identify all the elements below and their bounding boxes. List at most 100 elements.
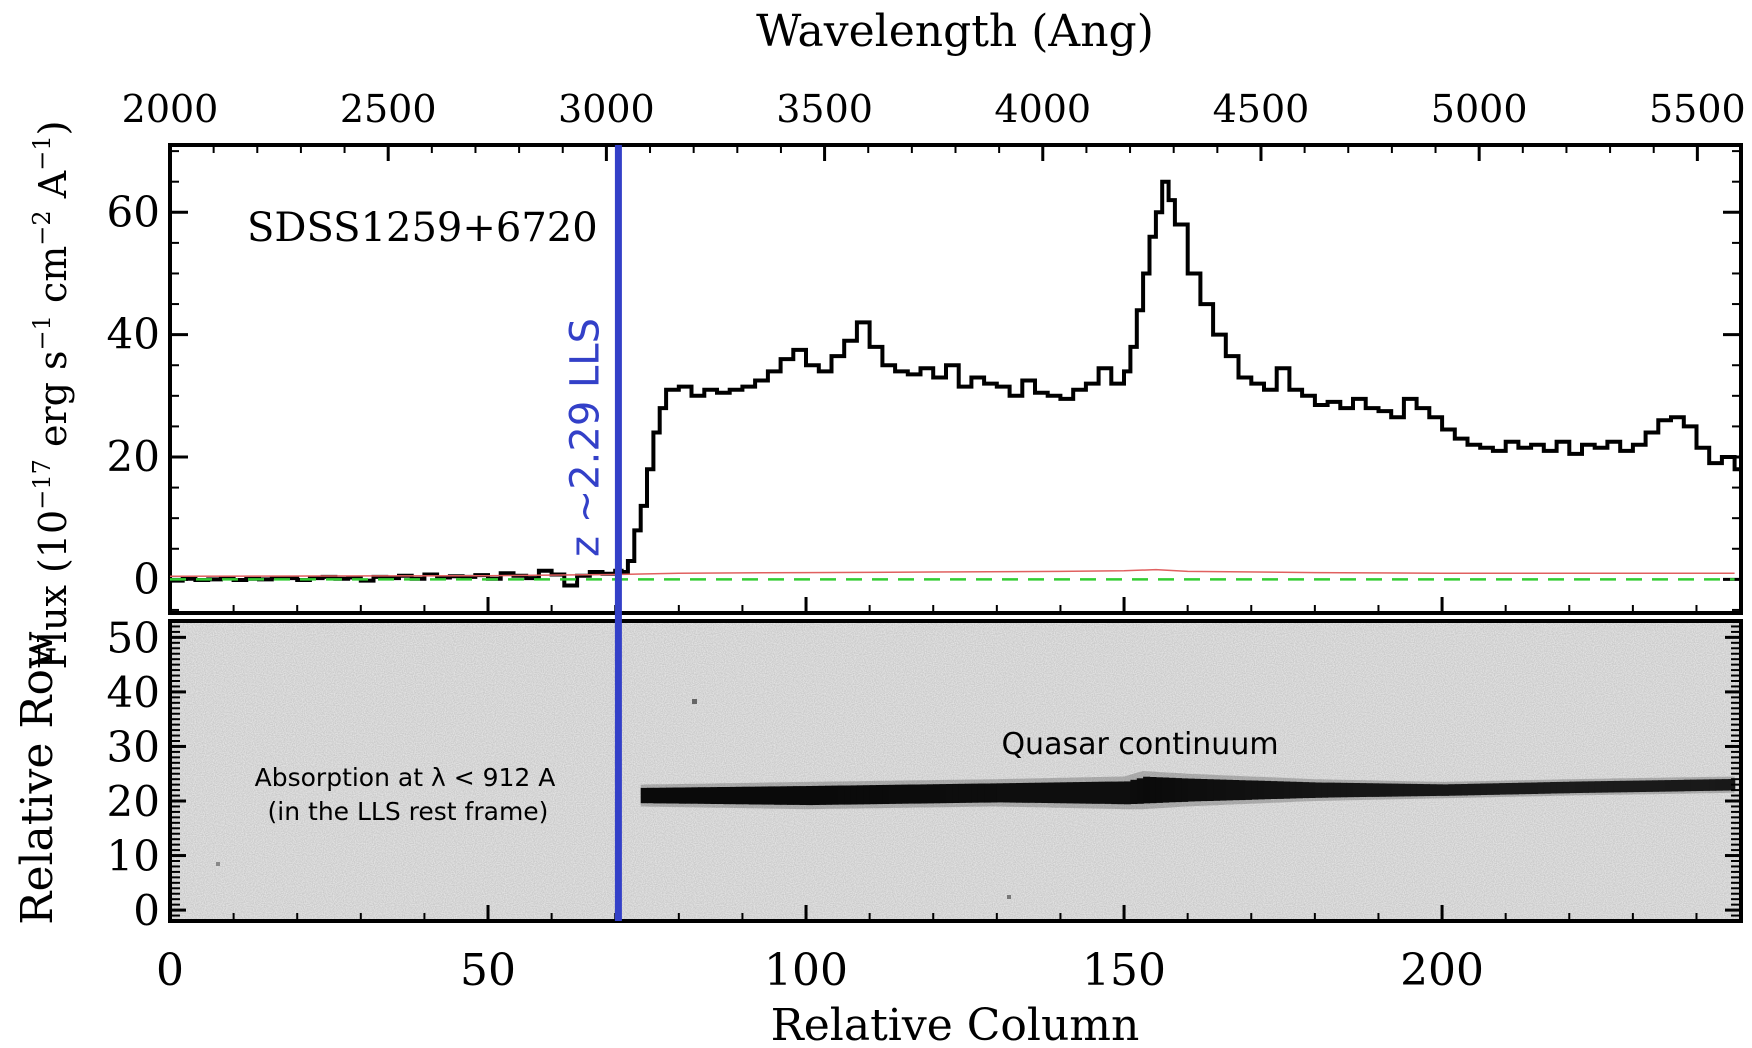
trace-segment bbox=[1709, 779, 1717, 791]
trace-segment bbox=[869, 785, 877, 805]
trace-segment bbox=[895, 784, 903, 804]
trace-segment bbox=[1283, 781, 1291, 799]
spectrum-y-tick-label: 40 bbox=[107, 310, 160, 359]
trace-segment bbox=[659, 787, 667, 804]
trace-segment bbox=[1690, 779, 1698, 792]
trace-segment bbox=[1632, 780, 1640, 793]
trace-segment bbox=[1512, 782, 1519, 795]
trace-segment bbox=[1028, 782, 1036, 803]
trace-segment bbox=[1664, 780, 1672, 792]
trace-segment bbox=[1003, 783, 1011, 803]
trace-segment bbox=[1569, 781, 1577, 794]
error-line bbox=[169, 568, 1735, 578]
quasar-trace bbox=[640, 771, 1736, 810]
trace-segment bbox=[1015, 783, 1023, 803]
trace-segment bbox=[1346, 782, 1354, 798]
trace-segment bbox=[1454, 784, 1462, 796]
top-tick-label: 3000 bbox=[558, 87, 655, 131]
trace-segment bbox=[1423, 784, 1430, 797]
trace-segment bbox=[1124, 781, 1131, 805]
trace-segment bbox=[748, 786, 756, 805]
trace-segment bbox=[1537, 782, 1545, 794]
trace-segment bbox=[1085, 781, 1093, 804]
trace-segment bbox=[1620, 780, 1628, 793]
trace-segment bbox=[1225, 779, 1233, 801]
trace-segment bbox=[1365, 783, 1373, 797]
trace-segment bbox=[1295, 781, 1303, 799]
top-axis-ticks: 2000 2500 3000 3500 4000 4500 5000 5500 bbox=[122, 87, 1746, 161]
trace-segment bbox=[1372, 783, 1380, 797]
image-y-tick-label: 0 bbox=[133, 886, 160, 935]
spectrum-panel: 0 20 40 60 SDSS1259+6720 bbox=[107, 143, 1743, 615]
trace-segment bbox=[1009, 783, 1017, 803]
trace-segment bbox=[755, 786, 763, 805]
trace-segment bbox=[1601, 781, 1609, 793]
trace-segment bbox=[1607, 781, 1615, 793]
trace-segment bbox=[1206, 779, 1214, 801]
trace-segment bbox=[977, 783, 985, 803]
trace-segment bbox=[946, 784, 953, 804]
bottom-axis-title: Relative Column bbox=[771, 1000, 1140, 1048]
trace-segment bbox=[1518, 782, 1526, 795]
trace-segment bbox=[717, 787, 724, 804]
image-noise bbox=[170, 621, 1741, 921]
trace-segment bbox=[1047, 782, 1055, 804]
trace-segment bbox=[1333, 782, 1341, 798]
trace-segment bbox=[914, 784, 922, 804]
top-tick-label: 2000 bbox=[122, 87, 219, 131]
top-tick-label: 3500 bbox=[776, 87, 873, 131]
trace-segment bbox=[729, 786, 737, 805]
trace-segment bbox=[1562, 781, 1570, 794]
trace-segment bbox=[1652, 780, 1659, 792]
absorption-annotation-line1: Absorption at λ < 912 A bbox=[255, 763, 556, 792]
trace-segment bbox=[920, 784, 928, 804]
trace-segment bbox=[1435, 784, 1443, 796]
trace-segment bbox=[1035, 782, 1042, 803]
trace-segment bbox=[1467, 783, 1475, 796]
trace-segment bbox=[1264, 780, 1271, 800]
spectrum-y-tick-label: 0 bbox=[133, 554, 160, 603]
trace-segment bbox=[1143, 776, 1151, 804]
trace-segment bbox=[1594, 781, 1602, 793]
image-y-tick-label: 40 bbox=[107, 668, 160, 717]
quasar-continuum-annotation: Quasar continuum bbox=[1001, 727, 1278, 762]
bottom-axis-ticks: 0 50 100 150 200 bbox=[156, 597, 1698, 996]
trace-segment bbox=[863, 785, 871, 805]
trace-segment bbox=[704, 787, 712, 804]
trace-segment bbox=[1162, 777, 1170, 803]
bottom-tick-label: 200 bbox=[1400, 945, 1484, 996]
trace-segment bbox=[907, 784, 915, 804]
trace-segment bbox=[1257, 780, 1265, 800]
trace-segment bbox=[1715, 779, 1723, 791]
trace-segment bbox=[1168, 777, 1176, 803]
trace-segment bbox=[1251, 780, 1259, 800]
trace-segment bbox=[666, 787, 674, 804]
trace-segment bbox=[793, 786, 801, 805]
trace-segment bbox=[1397, 783, 1405, 797]
trace-segment bbox=[1410, 783, 1418, 797]
trace-segment bbox=[1302, 782, 1310, 799]
trace-segment bbox=[1276, 781, 1284, 799]
image-panel: 0 10 20 30 40 50 Absorption at λ < 912 A (in … bbox=[107, 613, 1743, 935]
trace-segment bbox=[672, 787, 680, 804]
trace-segment bbox=[1702, 779, 1710, 791]
trace-segment bbox=[1098, 781, 1106, 804]
trace-segment bbox=[678, 787, 686, 804]
bottom-tick-label: 150 bbox=[1082, 945, 1166, 996]
trace-segment bbox=[1582, 781, 1589, 793]
trace-segment bbox=[996, 783, 1004, 803]
trace-segment bbox=[1194, 778, 1201, 802]
trace-segment bbox=[1683, 779, 1691, 792]
lls-marker-label: z ~2.29 LLS bbox=[562, 318, 608, 557]
trace-segment bbox=[1556, 781, 1564, 794]
trace-segment bbox=[1054, 782, 1062, 804]
trace-segment bbox=[1416, 784, 1424, 797]
trace-segment bbox=[761, 786, 769, 805]
trace-segment bbox=[1473, 783, 1481, 796]
trace-segment bbox=[1213, 779, 1221, 801]
image-y-tick-label: 10 bbox=[107, 832, 160, 881]
trace-segment bbox=[1022, 782, 1030, 803]
trace-segment bbox=[876, 785, 883, 805]
trace-segment bbox=[933, 784, 941, 804]
trace-segment bbox=[1105, 781, 1112, 804]
